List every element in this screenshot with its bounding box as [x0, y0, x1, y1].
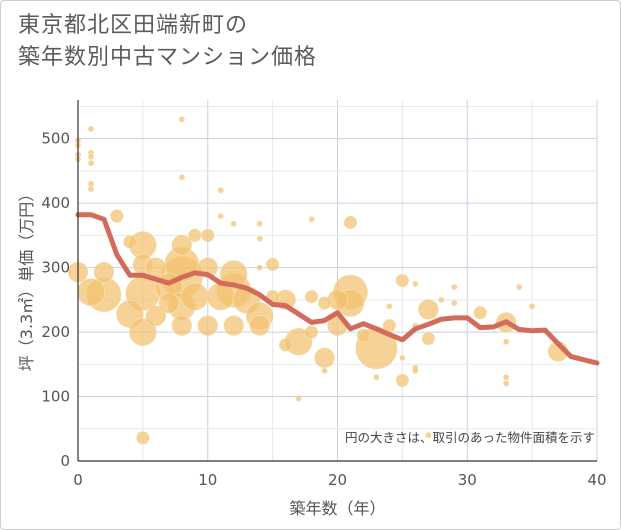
bubble-point [343, 215, 358, 230]
bubble-point [256, 264, 263, 271]
bubble-point [217, 186, 225, 194]
bubble-point [180, 282, 209, 311]
x-axis-label: 築年数（年） [289, 499, 385, 518]
bubble-point [473, 305, 488, 320]
chart-title-line2: 築年数別中古マンション価格 [18, 45, 318, 70]
bubble-point [178, 116, 186, 123]
chart-title-line1: 東京都北区田端新町の [18, 13, 249, 38]
bubble-point [417, 299, 439, 321]
bubble-point [128, 317, 157, 347]
bubble-point [373, 373, 380, 381]
average-line-series [75, 212, 600, 366]
bubble-point [217, 212, 225, 220]
bubble-point [295, 395, 302, 402]
bubble-point [265, 257, 280, 272]
y-tick-label: 300 [41, 259, 70, 277]
bubble-series [67, 116, 569, 445]
bubble-point [437, 296, 445, 304]
y-tick-label: 200 [41, 323, 70, 341]
bubble-point [502, 380, 510, 387]
average-price-line [75, 212, 600, 366]
bubble-point [304, 289, 319, 304]
bubble-point [356, 328, 371, 343]
bubble-point [256, 235, 263, 242]
bubble-point [502, 338, 510, 346]
bubble-point [87, 125, 95, 133]
y-tick-label: 400 [41, 194, 70, 212]
bubble-point [110, 209, 124, 223]
x-tick-label: 40 [587, 471, 606, 489]
bubble-point [278, 338, 293, 352]
bubble-point [135, 430, 150, 445]
chart-title: 東京都北区田端新町の 築年数別中古マンション価格 [18, 10, 317, 74]
bubble-point [395, 373, 410, 388]
bubble-point [230, 220, 237, 228]
x-tick-label: 0 [73, 471, 83, 489]
bubble-point [450, 283, 458, 291]
axes [77, 100, 597, 462]
bubble-point [87, 159, 95, 167]
bubble-size-note: 円の大きさは、取引のあった物件面積を示す [345, 430, 595, 445]
bubble-point [256, 220, 263, 228]
x-tick-label: 20 [328, 471, 347, 489]
y-tick-label: 500 [41, 130, 70, 148]
bubble-point [412, 367, 419, 375]
bubble-point [399, 354, 406, 362]
bubble-point [200, 228, 215, 243]
bubble-point [197, 315, 219, 337]
bubble-point [502, 373, 510, 381]
bubble-point [450, 299, 458, 307]
y-axis-label: 坪（3.3㎡）単価（万円） [17, 186, 36, 371]
bubble-point [171, 234, 193, 256]
bubble-point [304, 325, 319, 339]
bubble-point [515, 283, 523, 291]
y-tick-label: 0 [60, 452, 70, 470]
bubble-point [178, 174, 186, 181]
bubble-point [395, 273, 410, 288]
bubble-point [122, 234, 137, 249]
bubble-point [421, 331, 436, 346]
bubble-point [321, 367, 328, 375]
bubble-point [386, 302, 393, 310]
bubble-point [171, 315, 193, 337]
bubble-point [87, 153, 95, 161]
bubble-point [425, 431, 432, 439]
x-tick-label: 30 [458, 471, 477, 489]
bubble-point [158, 292, 180, 314]
bubble-point [87, 185, 95, 193]
bubble-point [249, 315, 271, 337]
bubble-point [314, 347, 336, 369]
bubble-point [223, 315, 245, 337]
bubble-point [308, 215, 315, 223]
bubble-point [412, 280, 419, 288]
bubble-point [93, 261, 115, 283]
bubble-point [528, 302, 536, 310]
bubble-point [145, 305, 167, 327]
bubble-point [187, 228, 202, 243]
bubble-point [317, 296, 332, 310]
x-tick-label: 10 [198, 471, 217, 489]
bubble-point [219, 259, 248, 289]
bubble-point [76, 278, 106, 307]
y-tick-label: 100 [41, 388, 70, 406]
